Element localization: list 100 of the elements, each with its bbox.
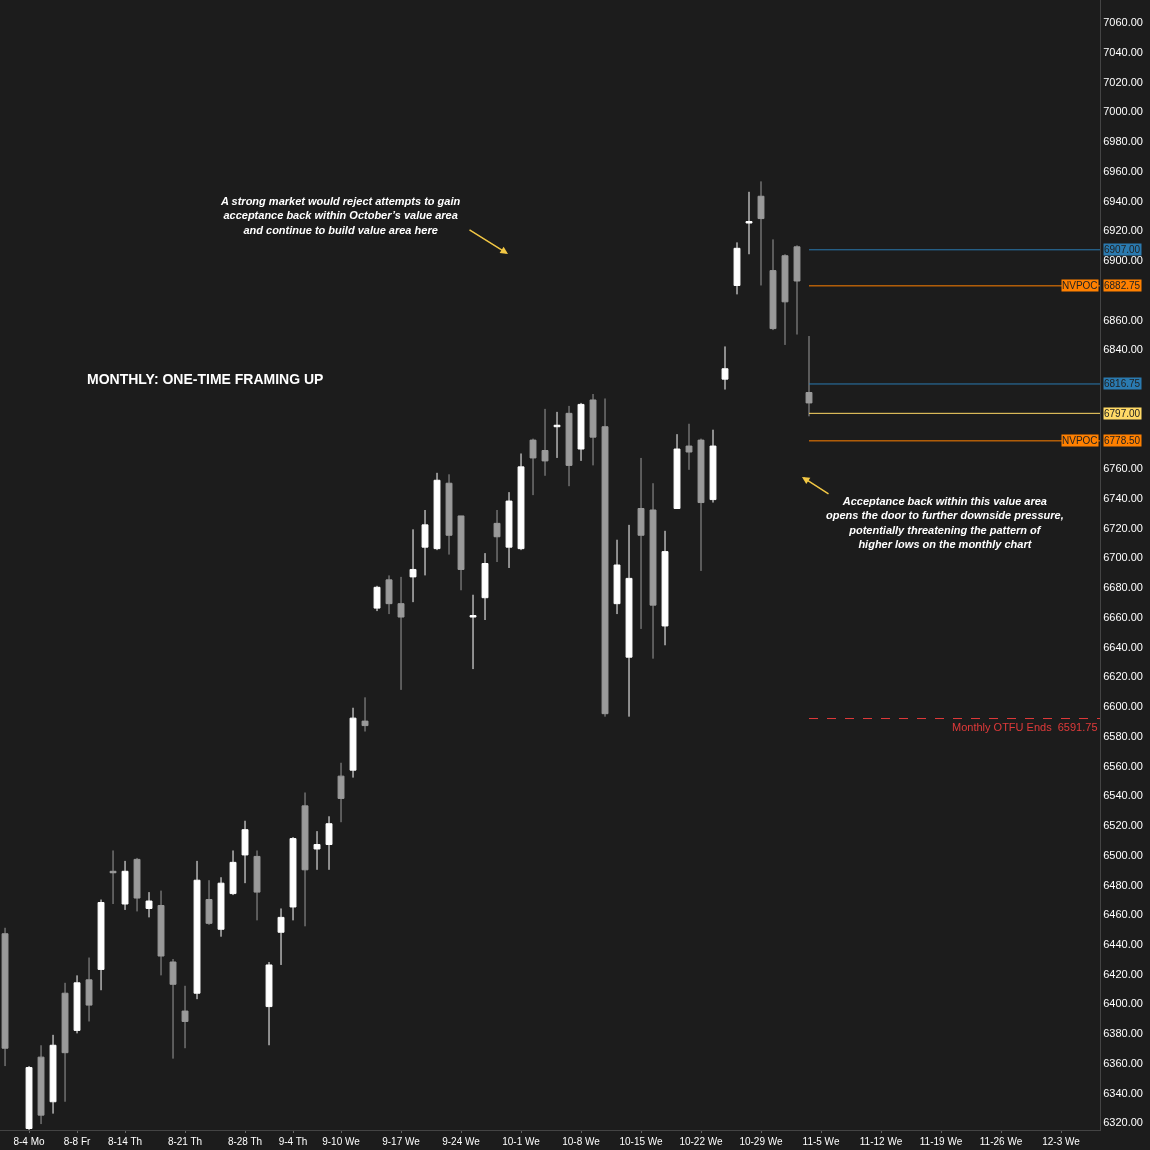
- ref-line-label: 6882.75: [1104, 280, 1141, 291]
- candlestick: [769, 238, 777, 331]
- x-tick-label: 11-26 We: [979, 1136, 1023, 1147]
- candlestick: [205, 879, 213, 926]
- candlestick: [337, 762, 345, 823]
- candlestick: [133, 857, 141, 912]
- y-tick-label: 6720.00: [1103, 521, 1143, 534]
- ref-line-label: 6778.50: [1104, 435, 1141, 446]
- x-tick-label: 10-15 We: [619, 1136, 664, 1147]
- candlestick: [313, 830, 321, 871]
- annotation: Acceptance back within this value area opens the door to further downside pressure, potentially threatening the pattern of higher lows on the monthly chart: [826, 495, 1064, 550]
- x-tick-label: 11-5 We: [802, 1136, 840, 1147]
- y-tick-label: 6500.00: [1103, 848, 1143, 861]
- candlestick: [385, 574, 393, 615]
- annotation: A strong market would reject attempts to gain acceptance back within October’s value area and continue to build value area here: [220, 195, 461, 236]
- annotation: MONTHLY: ONE-TIME FRAMING UP: [87, 371, 324, 387]
- y-tick-label: 6460.00: [1103, 908, 1143, 921]
- candlestick: [469, 594, 477, 670]
- candlestick: [373, 585, 381, 612]
- x-tick-label: 10-29 We: [739, 1136, 784, 1147]
- candlestick: [301, 791, 309, 927]
- y-tick-label: 6960.00: [1103, 164, 1143, 177]
- y-tick-label: 7060.00: [1103, 16, 1143, 29]
- annotation: NVPOC: [1062, 280, 1098, 291]
- candlestick: [37, 1044, 45, 1125]
- y-tick-label: 6420.00: [1103, 967, 1143, 980]
- candlestick: [709, 429, 717, 504]
- candlestick: [265, 961, 273, 1046]
- y-tick-label: 6580.00: [1103, 729, 1143, 742]
- y-tick-label: 6400.00: [1103, 997, 1143, 1010]
- candlestick: [421, 509, 429, 576]
- candlestick: [181, 985, 189, 1049]
- x-tick-label: 9-17 We: [382, 1136, 421, 1147]
- candlestick: [493, 509, 501, 563]
- candlestick: [553, 411, 561, 459]
- candlestick: [685, 423, 693, 471]
- candlestick: [193, 860, 201, 1000]
- y-tick-label: 6360.00: [1103, 1056, 1143, 1069]
- y-tick-label: 6380.00: [1103, 1027, 1143, 1040]
- candlestick: [505, 491, 513, 569]
- x-tick-label: 8-8 Fr: [63, 1136, 92, 1147]
- y-tick-label: 7040.00: [1103, 45, 1143, 58]
- y-tick-label: 6940.00: [1103, 194, 1143, 207]
- candlestick: [157, 890, 165, 976]
- candlestick: [529, 438, 537, 496]
- y-tick-label: 6680.00: [1103, 581, 1143, 594]
- candlestick: [661, 530, 669, 646]
- candlestick: [289, 836, 297, 921]
- y-tick-label: 6980.00: [1103, 135, 1143, 148]
- y-tick-label: 6840.00: [1103, 343, 1143, 356]
- candlestick: [433, 472, 441, 551]
- x-tick-label: 12-3 We: [1042, 1136, 1081, 1147]
- candlestick: [73, 974, 81, 1034]
- x-tick-label: 8-21 Th: [167, 1136, 203, 1147]
- candlestick: [577, 402, 585, 462]
- x-tick-label: 10-1 We: [502, 1136, 541, 1147]
- x-tick-label: 11-19 We: [919, 1136, 963, 1147]
- candlestick: [805, 335, 813, 417]
- x-tick-label: 9-24 We: [442, 1136, 481, 1147]
- candlestick: [445, 473, 453, 556]
- y-tick-label: 6700.00: [1103, 551, 1143, 564]
- candlestick: [49, 1034, 57, 1115]
- x-tick-label: 8-14 Th: [107, 1136, 143, 1147]
- candlestick: [325, 815, 333, 871]
- y-tick-label: 6540.00: [1103, 789, 1143, 802]
- candlestick: [169, 958, 177, 1060]
- candlestick: [253, 849, 261, 921]
- candlestick: [625, 524, 633, 718]
- y-tick-label: 6440.00: [1103, 937, 1143, 950]
- candlestick: [601, 397, 609, 718]
- y-tick-label: 6620.00: [1103, 670, 1143, 683]
- candlestick: [781, 253, 789, 346]
- candlestick: [277, 907, 285, 966]
- candlestick: [397, 576, 405, 691]
- candlestick: [457, 515, 465, 591]
- y-tick-label: 6320.00: [1103, 1116, 1143, 1129]
- candlestick: [121, 860, 129, 911]
- y-tick-label: 6760.00: [1103, 462, 1143, 475]
- x-tick-label: 8-28 Th: [227, 1136, 263, 1147]
- ref-line-label: 6816.75: [1104, 378, 1141, 389]
- candlestick: [349, 707, 357, 779]
- y-tick-label: 6740.00: [1103, 491, 1143, 504]
- candlestick: [85, 957, 93, 1022]
- candlestick: [673, 433, 681, 509]
- x-tick-label: 10-8 We: [562, 1136, 601, 1147]
- candlestick: [793, 244, 801, 336]
- candlestick: [589, 393, 597, 466]
- annotation: NVPOC: [1062, 435, 1098, 446]
- y-tick-label: 6340.00: [1103, 1086, 1143, 1099]
- x-tick-label: 11-12 We: [859, 1136, 903, 1147]
- candlestick: [541, 408, 549, 477]
- ref-line-label: 6907.00: [1104, 244, 1141, 255]
- candlestick: [109, 849, 117, 905]
- x-tick-label: 8-4 Mo: [13, 1136, 46, 1147]
- candlestick: [61, 982, 69, 1103]
- x-tick-label: 9-10 We: [322, 1136, 361, 1147]
- candlestick: [229, 849, 237, 896]
- candlestick: [697, 438, 705, 572]
- y-tick-label: 6660.00: [1103, 610, 1143, 623]
- candlestick: [517, 452, 525, 551]
